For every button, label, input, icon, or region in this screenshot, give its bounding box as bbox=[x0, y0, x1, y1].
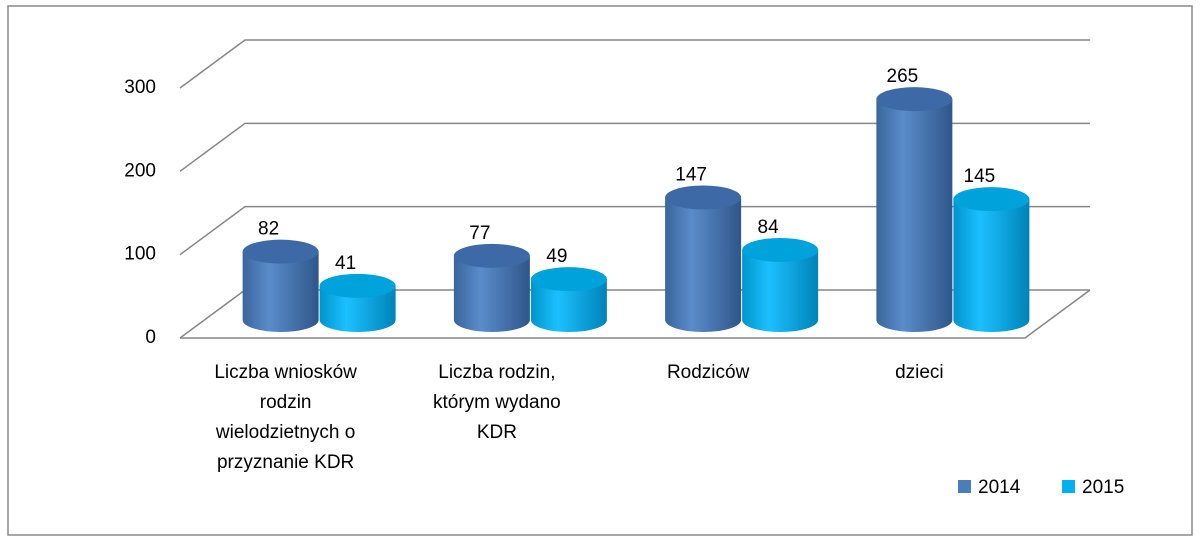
value-label: 84 bbox=[758, 217, 780, 238]
floor-edge bbox=[180, 289, 1091, 339]
x-tick-label: Liczba rodzin, którym wydano KDR bbox=[432, 362, 561, 443]
bar-top bbox=[453, 243, 530, 268]
x-tick-label: Rodziców bbox=[666, 362, 750, 383]
grid-line bbox=[179, 122, 1090, 172]
bar-body bbox=[665, 197, 742, 332]
y-tick-label: 200 bbox=[124, 160, 156, 181]
bar-body bbox=[242, 251, 319, 332]
bar-top bbox=[876, 87, 953, 112]
grid-line bbox=[179, 205, 1090, 256]
value-label: 82 bbox=[258, 219, 279, 240]
value-label: 145 bbox=[964, 166, 996, 187]
bar-body bbox=[453, 255, 530, 332]
bar-body bbox=[742, 250, 819, 332]
value-label: 265 bbox=[887, 66, 919, 87]
bar-top bbox=[242, 239, 319, 264]
bar-top bbox=[953, 187, 1030, 212]
value-label: 41 bbox=[335, 253, 356, 274]
bar-top bbox=[319, 273, 396, 298]
bar-top bbox=[665, 185, 742, 210]
y-tick-label: 300 bbox=[124, 77, 156, 98]
bar-body bbox=[319, 285, 396, 332]
bar-top bbox=[530, 267, 607, 292]
value-label: 147 bbox=[675, 165, 707, 186]
bar-body bbox=[530, 279, 607, 332]
value-label: 49 bbox=[546, 246, 567, 267]
bar-body bbox=[953, 199, 1030, 332]
bar-body bbox=[876, 99, 953, 333]
legend-swatch bbox=[1062, 480, 1075, 493]
value-label: 77 bbox=[469, 223, 490, 244]
bar-top bbox=[742, 238, 819, 262]
x-tick-label: Liczba wniosków rodzin wielodzietnych o … bbox=[214, 362, 357, 473]
legend-label: 2015 bbox=[1082, 477, 1124, 498]
frame bbox=[7, 5, 1193, 536]
grid-line bbox=[179, 39, 1090, 89]
y-tick-label: 0 bbox=[145, 327, 156, 348]
x-tick-label: dzieci bbox=[895, 362, 944, 383]
legend-label: 2014 bbox=[978, 477, 1021, 498]
y-tick-label: 100 bbox=[124, 244, 156, 265]
legend-swatch bbox=[958, 480, 971, 493]
